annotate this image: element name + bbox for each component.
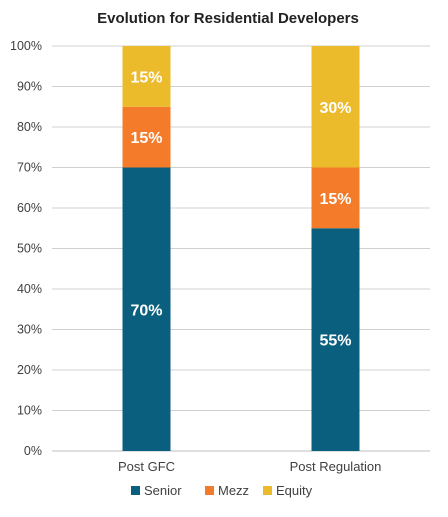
y-tick-label: 80% <box>17 120 42 134</box>
x-category-label: Post GFC <box>118 459 175 474</box>
bar-segment-mezz <box>311 167 360 229</box>
y-tick-label: 60% <box>17 201 42 215</box>
legend-label-equity: Equity <box>276 483 313 498</box>
data-label: 15% <box>130 69 162 86</box>
bar-segment-mezz <box>122 106 171 168</box>
bars: 70% 15% 15% 55% 15% 30% <box>122 46 360 451</box>
y-tick-label: 0% <box>24 444 42 458</box>
chart-title: Evolution for Residential Developers <box>97 10 359 27</box>
legend: Senior Mezz Equity <box>131 483 313 498</box>
y-tick-label: 30% <box>17 323 42 337</box>
bar-segment-equity <box>122 46 171 107</box>
y-tick-label: 40% <box>17 282 42 296</box>
gridlines <box>52 45 430 452</box>
data-label: 15% <box>319 191 351 208</box>
legend-label-mezz: Mezz <box>218 483 249 498</box>
legend-swatch-mezz <box>205 486 214 495</box>
y-axis-ticks: 0% 10% 20% 30% 40% 50% 60% 70% 80% 90% 100% <box>10 39 42 458</box>
y-tick-label: 90% <box>17 80 42 94</box>
y-tick-label: 10% <box>17 404 42 418</box>
legend-swatch-equity <box>263 486 272 495</box>
legend-swatch-senior <box>131 486 140 495</box>
data-label: 55% <box>319 333 351 350</box>
data-label: 15% <box>130 130 162 147</box>
legend-label-senior: Senior <box>144 483 182 498</box>
data-label: 70% <box>130 302 162 319</box>
y-tick-label: 50% <box>17 242 42 256</box>
x-axis-categories: Post GFC Post Regulation <box>118 459 381 474</box>
y-tick-label: 70% <box>17 161 42 175</box>
bar-segment-equity <box>311 46 360 168</box>
bar-segment-senior <box>122 167 171 451</box>
x-category-label: Post Regulation <box>290 459 382 474</box>
y-tick-label: 100% <box>10 39 42 53</box>
y-tick-label: 20% <box>17 363 42 377</box>
data-label: 30% <box>319 100 351 117</box>
bar-segment-senior <box>311 228 360 451</box>
